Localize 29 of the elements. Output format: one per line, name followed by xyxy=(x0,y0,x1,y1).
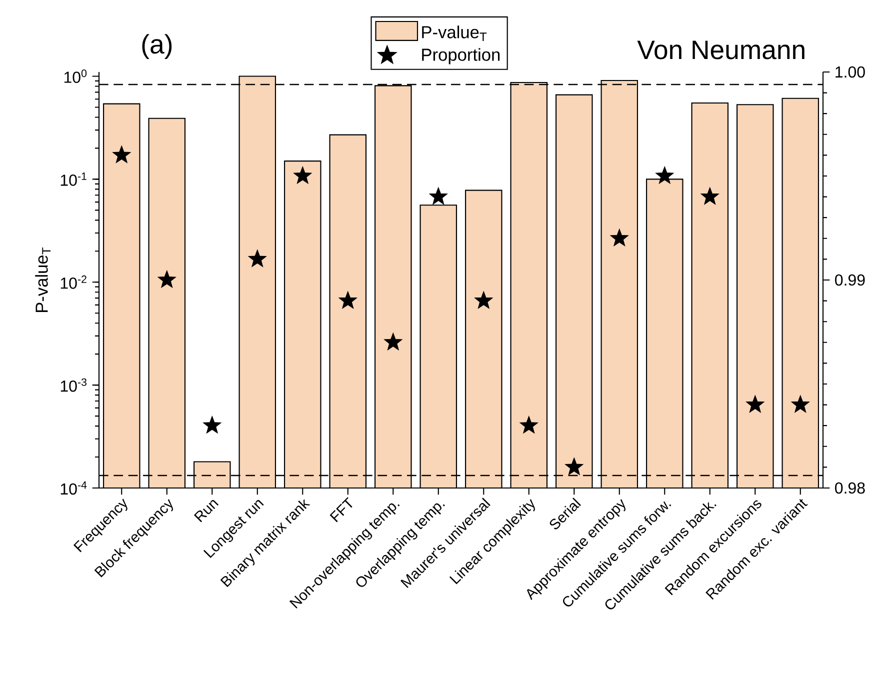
y-tick-label: 10$^{-3}$ xyxy=(60,378,86,392)
point xyxy=(655,166,674,184)
point xyxy=(429,187,448,205)
text: (a) xyxy=(142,34,172,59)
point xyxy=(610,228,629,246)
y-tick-label: 10$^{-1}$ xyxy=(60,172,86,186)
y2-tick-label: 1.00 xyxy=(836,66,865,78)
point xyxy=(700,187,720,205)
point xyxy=(791,395,810,413)
legend-label: Proportion xyxy=(422,48,500,64)
point xyxy=(112,146,131,164)
y-tick-label: 10$^{-4}$ xyxy=(60,481,87,495)
y-tick-label: 10$^{0}$ xyxy=(64,70,87,83)
y2-tick-label: 0.98 xyxy=(835,482,865,494)
point xyxy=(520,416,538,434)
legend-label: P-value$_{T}$ xyxy=(422,26,487,41)
point xyxy=(564,458,584,476)
point xyxy=(474,291,493,309)
point xyxy=(384,332,402,350)
point xyxy=(338,291,358,309)
y-tick-label: 10$^{-2}$ xyxy=(60,275,86,289)
point xyxy=(293,166,312,184)
point xyxy=(158,270,176,288)
y2-tick-label: 0.99 xyxy=(835,274,865,286)
point xyxy=(248,250,267,268)
point xyxy=(202,416,222,434)
chart-title: Von Neumann xyxy=(637,40,804,60)
point xyxy=(746,395,764,413)
y-axis-title: P-value$_{T}$ xyxy=(35,248,51,312)
